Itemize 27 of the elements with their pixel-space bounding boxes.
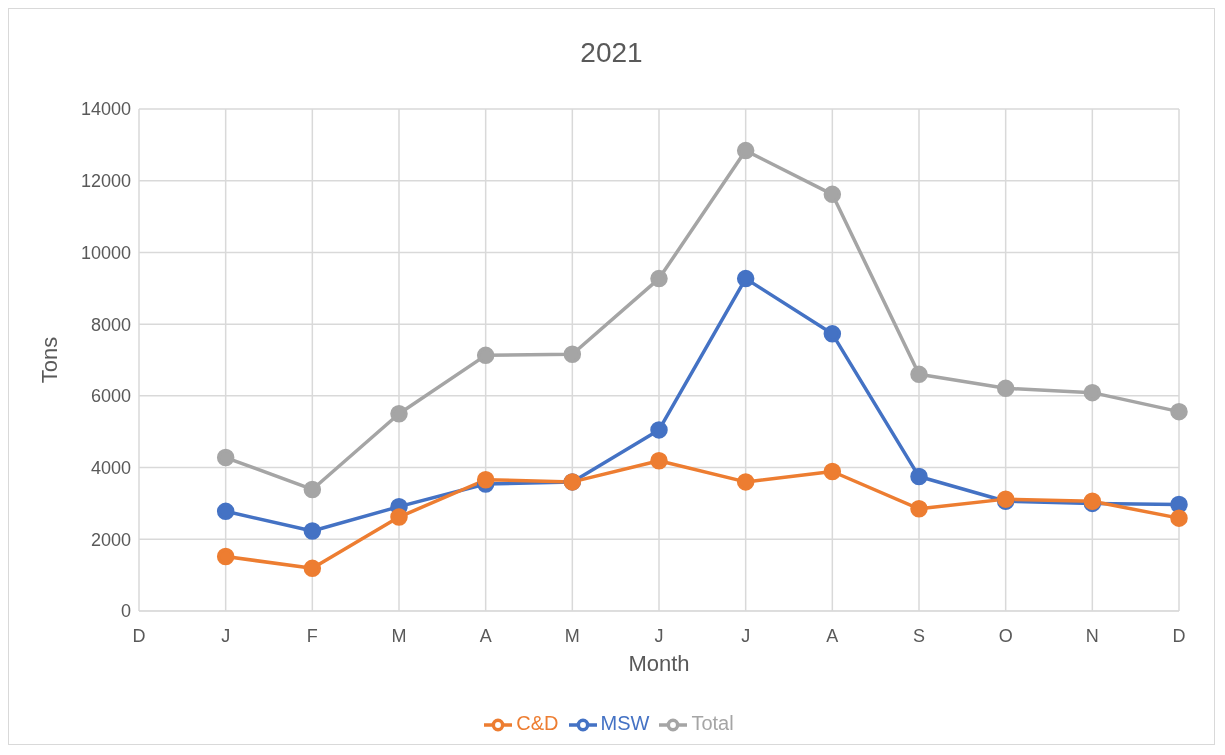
x-axis-title: Month — [628, 651, 690, 676]
y-tick-label: 4000 — [90, 457, 131, 478]
y-tick-label: 10000 — [80, 242, 131, 263]
legend-label: MSW — [600, 712, 650, 735]
x-tick-label: F — [306, 625, 318, 646]
x-tick-label: M — [391, 625, 407, 646]
x-tick-label: A — [479, 625, 492, 646]
legend-label: Total — [691, 712, 734, 735]
chart-title: 2021 — [579, 37, 644, 69]
y-tick-label: 12000 — [80, 171, 131, 192]
y-tick-label: 6000 — [90, 386, 131, 407]
y-tick-label: 0 — [120, 601, 131, 622]
x-tick-label: J — [221, 625, 231, 646]
y-tick-label: 2000 — [90, 529, 131, 550]
x-tick-label: D — [1172, 625, 1186, 646]
x-tick-label: J — [654, 625, 664, 646]
legend-label: C&D — [516, 712, 559, 735]
x-tick-label: S — [912, 625, 926, 646]
y-tick-label: 14000 — [80, 99, 131, 120]
x-tick-label: N — [1085, 625, 1099, 646]
y-tick-label: 8000 — [90, 314, 131, 335]
x-tick-label: O — [998, 625, 1013, 646]
y-axis-title: Tons — [36, 336, 62, 384]
x-tick-label: J — [741, 625, 751, 646]
x-tick-label: D — [132, 625, 146, 646]
x-tick-label: A — [826, 625, 839, 646]
x-tick-label: M — [564, 625, 580, 646]
